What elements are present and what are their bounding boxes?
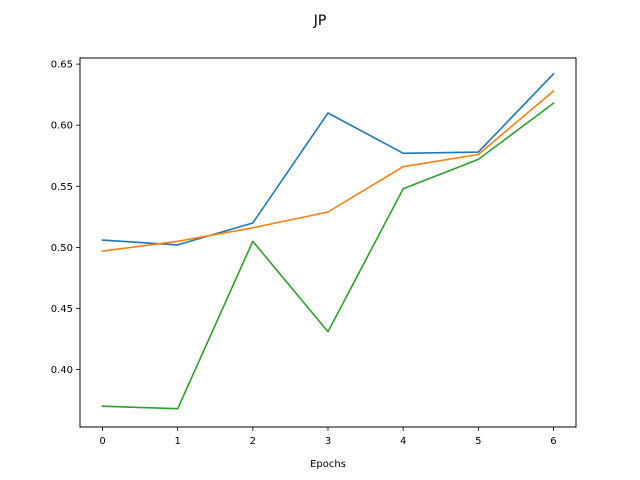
x-axis: 0 1 2 3 4 5 6 bbox=[99, 427, 557, 447]
x-tick-label: 0 bbox=[99, 436, 105, 447]
series-line-2 bbox=[101, 89, 555, 252]
x-tick-label: 2 bbox=[250, 436, 256, 447]
y-tick-label: 0.40 bbox=[51, 365, 73, 376]
y-tick-label: 0.45 bbox=[51, 304, 73, 315]
y-axis: 0.40 0.45 0.50 0.55 0.60 0.65 bbox=[51, 60, 80, 376]
y-tick-label: 0.55 bbox=[51, 182, 73, 193]
y-tick-label: 0.65 bbox=[51, 60, 73, 71]
series-line-3 bbox=[101, 102, 555, 410]
x-axis-label: Epochs bbox=[310, 459, 346, 470]
chart-title: JP bbox=[313, 13, 327, 29]
x-tick-label: 3 bbox=[325, 436, 331, 447]
series-line-1 bbox=[101, 72, 555, 246]
x-tick-label: 1 bbox=[175, 436, 181, 447]
x-tick-label: 6 bbox=[550, 436, 556, 447]
series-layer bbox=[101, 72, 555, 410]
x-tick-label: 4 bbox=[400, 436, 406, 447]
y-tick-label: 0.50 bbox=[51, 243, 73, 254]
x-tick-label: 5 bbox=[475, 436, 481, 447]
y-tick-label: 0.60 bbox=[51, 121, 73, 132]
